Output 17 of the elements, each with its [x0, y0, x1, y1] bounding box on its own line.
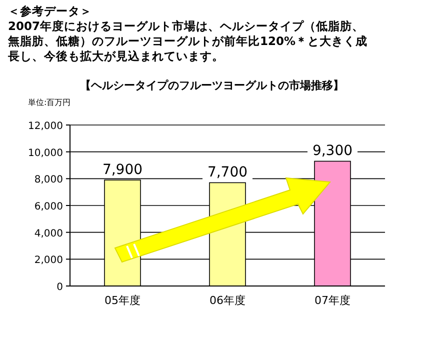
text: 2007年度におけるヨーグルト市場は、ヘルシータイプ（低脂肪、無脂肪、低糖）のフルーツヨーグルトが前年比120%＊と大きく成長し、今後も拡大が見込まれています。	[8, 19, 369, 64]
y-tick-label: 12,000	[28, 121, 63, 132]
y-tick-label: 2,000	[34, 255, 63, 266]
x-tick-label: 06年度	[210, 294, 246, 307]
y-axis-title: 単位:百万円	[28, 98, 71, 107]
y-tick-label: 6,000	[34, 202, 63, 212]
data-label: 7,700	[207, 164, 248, 181]
data-label: 7,900	[102, 162, 143, 178]
y-tick-label: 4,000	[34, 228, 63, 240]
text: ＜参考データ＞	[8, 4, 93, 19]
y-tick-label: 8,000	[34, 174, 63, 186]
y-tick-label: 10,000	[28, 148, 63, 159]
y-tick-label: 0	[56, 282, 63, 293]
x-tick-label: 05年度	[104, 294, 140, 307]
data-label: 9,300	[312, 143, 353, 160]
x-tick-label: 07年度	[314, 294, 350, 307]
chart-title: 【ヘルシータイプのフルーツヨーグルトの市場推移】	[80, 79, 344, 92]
